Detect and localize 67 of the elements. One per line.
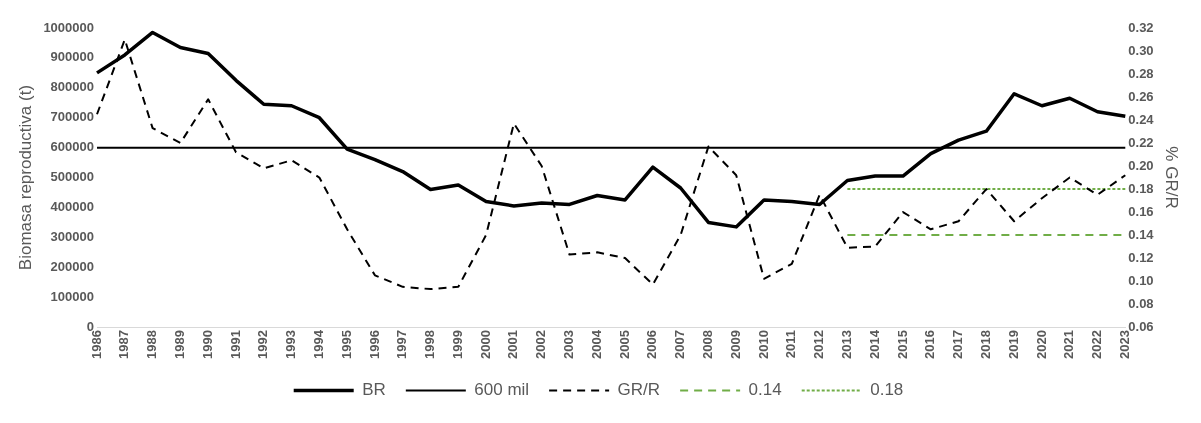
y-tick-label: 800000 (50, 79, 95, 95)
y2-tick-label: 0.10 (1128, 272, 1154, 288)
x-tick-label: 2008 (700, 330, 715, 359)
y-tick-label: 600000 (50, 139, 95, 155)
x-tick-label: 2009 (727, 330, 743, 359)
x-tick-label: 2001 (505, 330, 521, 359)
x-tick-label: 1993 (283, 330, 299, 359)
y2-tick-label: 0.30 (1128, 42, 1154, 58)
x-tick-label: 2003 (561, 330, 577, 359)
x-tick-label: 1986 (88, 330, 104, 359)
y2-tick-label: 0.18 (1128, 180, 1154, 196)
x-tick-label: 2013 (838, 330, 854, 359)
x-tick-label: 1992 (255, 330, 271, 359)
y2-tick-label: 0.14 (1128, 226, 1155, 242)
x-tick-label: 2014 (866, 329, 882, 359)
x-tick-label: 1999 (449, 330, 465, 359)
x-tick-label: 1997 (394, 330, 410, 359)
y-tick-label: 100000 (50, 288, 95, 304)
y2-tick-label: 0.20 (1128, 157, 1154, 173)
y2-axis-title: % GR/R (1162, 146, 1182, 209)
x-tick-label: 2021 (1061, 330, 1077, 359)
x-tick-label: 1989 (171, 330, 187, 359)
y2-tick-label: 0.22 (1128, 134, 1154, 150)
x-tick-label: 2011 (783, 330, 799, 359)
y2-tick-label: 0.32 (1128, 19, 1154, 35)
y-tick-label: 500000 (50, 169, 95, 185)
x-tick-label: 2012 (811, 330, 827, 359)
x-tick-label: 1987 (116, 330, 132, 359)
y-tick-label: 200000 (50, 258, 95, 274)
y2-tick-label: 0.08 (1128, 295, 1154, 311)
x-tick-label: 2015 (894, 330, 910, 359)
x-tick-label: 2016 (922, 330, 938, 359)
x-tick-label: 1998 (422, 330, 438, 359)
y2-tick-label: 0.28 (1128, 65, 1154, 81)
y-tick-label: 900000 (50, 49, 95, 65)
y2-tick-label: 0.24 (1128, 111, 1155, 127)
y-tick-label: 400000 (50, 199, 95, 215)
y2-tick-label: 0.16 (1128, 203, 1154, 219)
legend-label: GR/R (617, 380, 661, 400)
x-tick-label: 2002 (533, 330, 549, 359)
x-tick-label: 2004 (588, 329, 604, 359)
legend-label: 600 mil (474, 380, 530, 400)
x-tick-label: 2018 (977, 330, 993, 359)
x-tick-label: 2010 (755, 330, 771, 359)
y-axis-title: Biomasa reproductiva (t) (15, 84, 35, 271)
x-tick-label: 1994 (310, 329, 326, 359)
y-tick-label: 700000 (50, 109, 95, 125)
x-tick-label: 1990 (199, 330, 215, 359)
x-tick-label: 2017 (950, 330, 966, 359)
x-tick-label: 2006 (644, 330, 660, 359)
x-tick-label: 2005 (616, 330, 632, 359)
x-tick-label: 2022 (1089, 330, 1105, 359)
y-tick-label: 1000000 (43, 19, 95, 35)
x-tick-label: 1996 (366, 330, 382, 359)
x-tick-label: 2020 (1033, 330, 1049, 359)
legend-label: 0.14 (748, 380, 782, 400)
x-tick-label: 2000 (477, 330, 493, 359)
y2-tick-label: 0.12 (1128, 249, 1154, 265)
x-tick-label: 1988 (144, 330, 160, 359)
x-tick-label: 2007 (672, 330, 688, 359)
y2-tick-label: 0.26 (1128, 88, 1154, 104)
legend-label: 0.18 (870, 380, 904, 400)
y-tick-label: 300000 (50, 228, 95, 244)
x-tick-label: 1995 (338, 330, 354, 359)
legend-label: BR (362, 380, 386, 400)
x-tick-label: 2019 (1005, 330, 1021, 359)
x-tick-label: 1991 (227, 330, 243, 359)
